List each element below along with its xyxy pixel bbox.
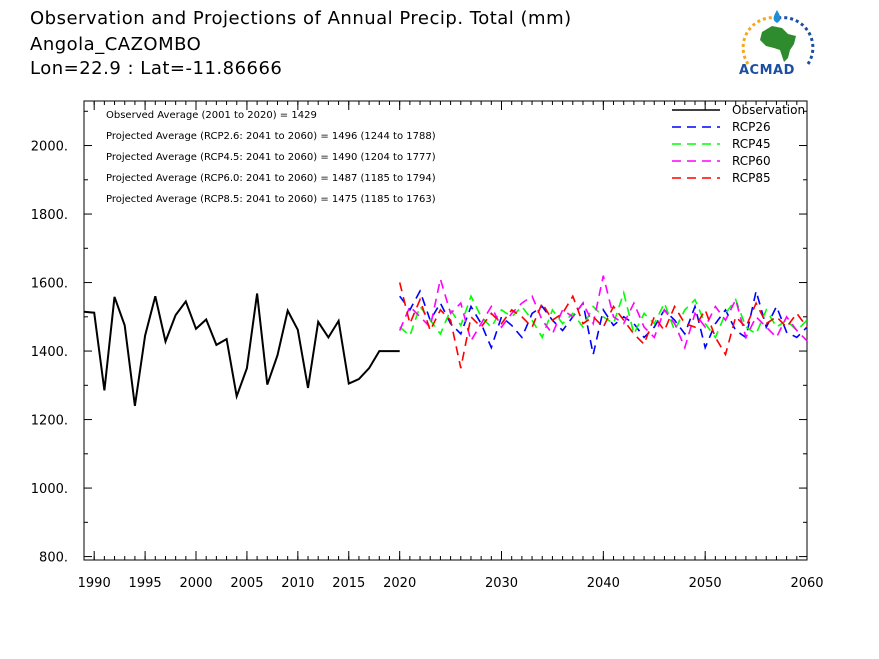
station-name: Angola_CAZOMBO	[30, 34, 202, 55]
x-tick-label: 1995	[129, 576, 162, 591]
acmad-logo	[741, 10, 815, 65]
logo-text: ACMAD	[739, 63, 795, 78]
annotation-line: Projected Average (RCP2.6: 2041 to 2060)…	[106, 131, 436, 142]
legend-label: RCP85	[732, 171, 771, 185]
y-tick-label: 1000.	[31, 482, 68, 497]
plot-frame	[83, 100, 808, 561]
x-tick-label: 2030	[485, 576, 518, 591]
sun-rays-icon	[741, 16, 815, 65]
chart-title: Observation and Projections of Annual Pr…	[30, 8, 572, 29]
droplet-icon	[773, 10, 781, 23]
x-tick-label: 2060	[790, 576, 823, 591]
series-line-rcp26	[399, 289, 808, 355]
y-tick-label: 1400.	[31, 345, 68, 360]
y-tick-label: 1200.	[31, 414, 68, 429]
x-tick-label: 2040	[587, 576, 620, 591]
x-tick-label: 2010	[281, 576, 314, 591]
x-tick-label: 2000	[179, 576, 212, 591]
legend-label: Observation	[732, 103, 805, 117]
series-line-rcp45	[399, 289, 808, 340]
x-tick-label: 1990	[78, 576, 111, 591]
y-tick-label: 1600.	[31, 277, 68, 292]
annotation-line: Projected Average (RCP6.0: 2041 to 2060)…	[106, 173, 436, 184]
series-line-observation	[83, 293, 400, 407]
y-tick-label: 800.	[39, 551, 68, 566]
series-line-rcp60	[398, 275, 808, 350]
series-line-rcp85	[398, 282, 808, 369]
station-coords: Lon=22.9 : Lat=-11.86666	[30, 58, 283, 79]
y-tick-label: 2000.	[31, 140, 68, 155]
x-tick-label: 2050	[689, 576, 722, 591]
x-tick-label: 2005	[230, 576, 263, 591]
legend-label: RCP60	[732, 154, 771, 168]
annotation-line: Projected Average (RCP8.5: 2041 to 2060)…	[106, 194, 436, 205]
x-tick-label: 2020	[383, 576, 416, 591]
legend-label: RCP26	[732, 120, 771, 134]
legend-label: RCP45	[732, 137, 771, 151]
africa-map-icon	[760, 26, 796, 62]
annotation-line: Projected Average (RCP4.5: 2041 to 2060)…	[106, 152, 436, 163]
annotation-line: Observed Average (2001 to 2020) = 1429	[106, 110, 317, 121]
y-tick-label: 1800.	[31, 208, 68, 223]
x-tick-label: 2015	[332, 576, 365, 591]
